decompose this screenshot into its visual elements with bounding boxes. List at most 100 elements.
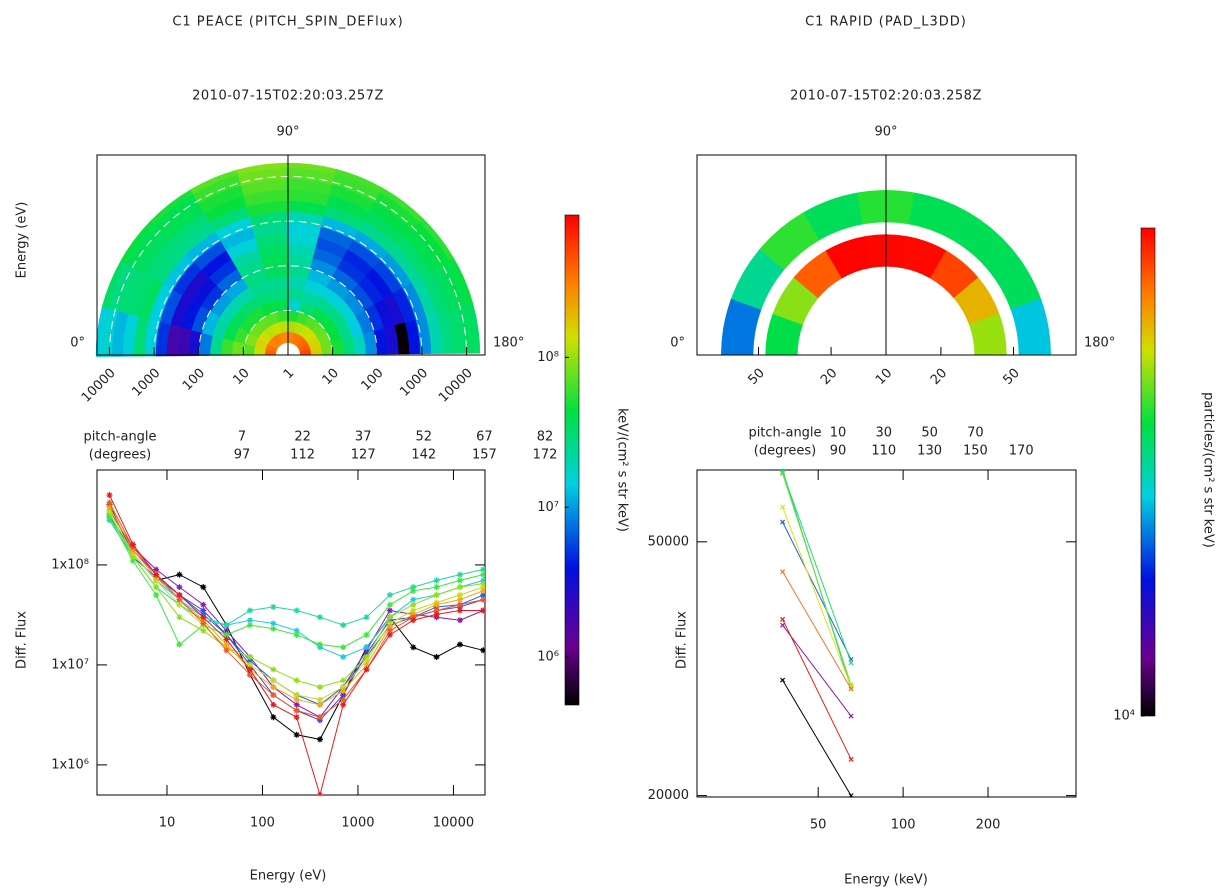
legend-title: pitch-angle	[83, 430, 156, 445]
colorbar-tick-label: 10⁸	[537, 350, 559, 365]
x-tick-label: 1000	[341, 816, 374, 831]
data-point	[270, 620, 277, 627]
chart-subtitle: 2010-07-15T02:20:03.258Z	[790, 89, 982, 104]
data-point	[246, 657, 253, 664]
data-point	[780, 622, 786, 628]
data-point	[340, 692, 347, 699]
data-point	[129, 550, 136, 557]
legend-entry: 67	[476, 430, 493, 445]
data-point	[433, 601, 440, 608]
polar-tick-label: 50	[1001, 366, 1023, 388]
legend-entry: 70	[967, 426, 984, 441]
data-point	[848, 756, 854, 762]
x-tick-label: 100	[891, 818, 916, 833]
data-point	[153, 592, 160, 599]
data-point	[480, 580, 485, 587]
polar-frame	[96, 154, 486, 356]
polar-tick-label: 100	[180, 366, 208, 394]
data-point	[106, 499, 113, 506]
polar-tick-label: 20	[818, 366, 840, 388]
data-point	[780, 470, 786, 475]
data-point	[363, 644, 370, 651]
legend-title: pitch-angle	[748, 426, 821, 441]
data-point	[340, 653, 347, 660]
data-point	[848, 793, 854, 797]
data-point	[363, 653, 370, 660]
data-point	[200, 584, 207, 591]
colorbar-label: particles/(cm² s str keV)	[1201, 392, 1216, 548]
data-point	[200, 627, 207, 634]
data-point	[293, 714, 300, 721]
data-point	[386, 620, 393, 627]
x-tick-label: 50	[810, 818, 827, 833]
data-point	[433, 584, 440, 591]
data-point	[410, 587, 417, 594]
polar-tick-label: 1000	[129, 366, 163, 400]
data-point	[153, 571, 160, 578]
series-line	[109, 516, 484, 721]
data-point	[293, 627, 300, 634]
legend-entry: 112	[290, 448, 315, 463]
data-point	[200, 607, 207, 614]
data-point	[246, 607, 253, 614]
data-point	[293, 696, 300, 703]
data-point	[129, 557, 136, 564]
data-point	[363, 666, 370, 673]
data-point	[153, 584, 160, 591]
data-point	[410, 607, 417, 614]
data-point	[246, 617, 253, 624]
data-point	[386, 601, 393, 608]
data-point	[433, 653, 440, 660]
data-point	[340, 644, 347, 651]
data-point	[480, 607, 485, 614]
data-point	[176, 571, 183, 578]
legend-entry: 170	[1009, 444, 1034, 459]
data-point	[456, 577, 463, 584]
y-tick-label: 20000	[648, 788, 689, 803]
data-point	[456, 571, 463, 578]
series-line	[782, 473, 852, 686]
data-point	[270, 701, 277, 708]
data-point	[176, 592, 183, 599]
polar-tick-label: 10000	[79, 366, 119, 406]
data-point	[480, 587, 485, 594]
data-point	[223, 627, 230, 634]
series-line	[109, 510, 484, 701]
data-point	[456, 641, 463, 648]
data-point	[106, 492, 113, 499]
legend-entry: 150	[963, 444, 988, 459]
chart-title: C1 RAPID (PAD_L3DD)	[805, 15, 967, 30]
plot-frame	[696, 469, 1077, 798]
data-point	[293, 707, 300, 714]
data-point	[848, 713, 854, 719]
x-tick-label: 100	[250, 816, 275, 831]
legend-entry: 30	[876, 426, 893, 441]
data-point	[106, 514, 113, 521]
data-point	[433, 592, 440, 599]
polar-tick-label: 10	[230, 366, 252, 388]
data-point	[129, 554, 136, 561]
legend-entry: 10	[830, 426, 847, 441]
data-point	[410, 617, 417, 624]
data-point	[129, 541, 136, 548]
data-point	[270, 625, 277, 632]
data-point	[410, 584, 417, 591]
data-point	[386, 607, 393, 614]
polar-y-label: Energy (eV)	[15, 202, 30, 279]
colorbar-tick-label: 10⁴	[1113, 709, 1135, 724]
series-line	[782, 471, 852, 664]
data-point	[200, 601, 207, 608]
legend-entry: 50	[921, 426, 938, 441]
angle-label: 90°	[874, 125, 897, 140]
data-point	[386, 627, 393, 634]
plot-frame	[96, 469, 486, 796]
series-line	[782, 571, 852, 690]
plot-area	[106, 492, 485, 795]
angle-label: 180°	[1084, 336, 1115, 351]
y-axis-label: Diff. Flux	[15, 611, 30, 669]
legend-entry: 172	[533, 448, 558, 463]
data-point	[340, 701, 347, 708]
data-point	[293, 731, 300, 738]
legend-entry: 90	[830, 444, 847, 459]
data-point	[316, 701, 323, 708]
